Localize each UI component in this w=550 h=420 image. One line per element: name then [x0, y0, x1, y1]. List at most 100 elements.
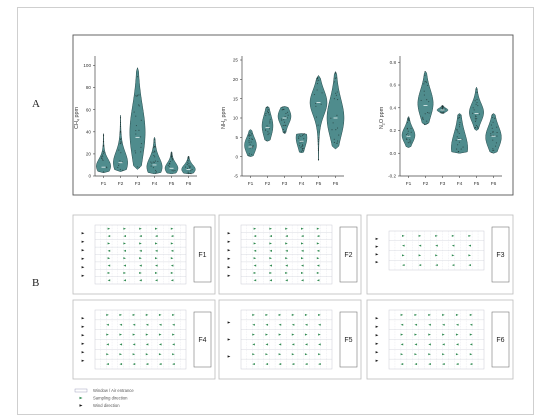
- sampling-arrow: [172, 323, 175, 326]
- sampling-arrow: [285, 249, 288, 252]
- violin-point: [472, 112, 474, 114]
- y-tick-label: -0.2: [388, 174, 396, 179]
- wind-arrow: [375, 359, 379, 362]
- violin-point: [100, 156, 103, 158]
- violin-point: [492, 139, 494, 141]
- farm-label-box: [339, 311, 358, 368]
- sampling-arrow: [119, 333, 123, 336]
- violin-point: [171, 159, 173, 161]
- violin-point: [409, 141, 411, 143]
- sampling-arrow: [428, 353, 431, 356]
- violin-f6: [485, 113, 502, 154]
- legend-label: Window / Air entrance: [93, 388, 134, 393]
- sampling-arrow: [123, 249, 126, 252]
- sampling-arrow: [265, 353, 269, 356]
- sampling-arrow: [468, 264, 471, 267]
- violin-point: [136, 94, 139, 96]
- x-tick-label: F2: [118, 181, 124, 187]
- wind-arrow: [81, 342, 85, 345]
- violin-point: [105, 166, 107, 168]
- violin-point: [405, 138, 407, 140]
- violin-point: [302, 147, 304, 150]
- violin-point: [267, 112, 269, 114]
- violin-point: [100, 157, 103, 159]
- sampling-arrow: [455, 313, 459, 316]
- sampling-arrow: [285, 235, 288, 238]
- legend-swatch-sampling: [79, 396, 83, 400]
- violin-point: [313, 93, 315, 96]
- x-tick-label: F3: [282, 181, 288, 187]
- violin-point: [269, 120, 271, 122]
- sampling-arrow: [318, 353, 321, 356]
- sampling-arrow: [155, 257, 158, 260]
- sampling-arrow: [285, 264, 288, 267]
- sampling-arrow: [304, 323, 308, 326]
- violin-point: [456, 136, 458, 138]
- legend-swatch-window: [74, 388, 88, 393]
- violin-point: [423, 123, 425, 126]
- violin-point: [154, 141, 156, 143]
- violin-point: [317, 148, 319, 150]
- sampling-arrow: [301, 257, 304, 260]
- sampling-arrow: [318, 363, 321, 366]
- sampling-arrow: [418, 264, 422, 267]
- farm-label: F5: [344, 337, 352, 344]
- violin-point: [150, 165, 152, 167]
- sampling-arrow: [414, 313, 418, 316]
- y-tick-label: 40: [86, 129, 92, 134]
- violin-point: [426, 122, 428, 124]
- violin-point: [476, 98, 478, 101]
- violin-point: [284, 132, 286, 134]
- sampling-arrow: [170, 271, 174, 274]
- wind-arrow: [375, 325, 379, 328]
- violin-point: [422, 117, 424, 119]
- violin-point: [102, 159, 104, 161]
- violin-point: [457, 131, 459, 133]
- sampling-arrow: [253, 235, 257, 238]
- x-tick-label: F6: [333, 181, 339, 187]
- farm-layouts: F1 F2 F3 F4 F5 F6: [72, 214, 514, 380]
- violin-point: [154, 156, 156, 158]
- wind-arrow: [375, 334, 379, 337]
- violin-point: [102, 133, 105, 135]
- sampling-arrow: [301, 271, 304, 274]
- sampling-arrow: [469, 353, 473, 356]
- violin-point: [251, 138, 254, 140]
- violin-point: [282, 125, 284, 127]
- violin-point: [168, 166, 170, 168]
- sampling-arrow: [252, 363, 255, 366]
- violin-chart-1: 0 20 40 60 80 100 CH4 ppm F1 F2 F3 F4 F5 F6: [74, 56, 197, 187]
- violin-point: [496, 135, 498, 137]
- violin-point: [472, 107, 474, 109]
- sampling-arrow: [172, 333, 175, 336]
- violin-point: [184, 166, 187, 168]
- violin-point: [190, 166, 192, 168]
- violin-point: [490, 135, 492, 137]
- y-axis-label: NH3 ppm: [221, 107, 227, 129]
- legend: Window / Air entrance Sampling direction W…: [74, 388, 134, 408]
- wind-arrow: [81, 266, 85, 269]
- violin-point: [248, 134, 250, 136]
- sampling-arrow: [402, 264, 405, 267]
- violin-point: [495, 145, 497, 147]
- sampling-arrow: [301, 235, 304, 238]
- violin-point: [138, 129, 140, 131]
- x-tick-label: F5: [169, 181, 175, 187]
- violin-point: [267, 134, 269, 136]
- violin-point: [320, 103, 322, 105]
- violin-point: [281, 118, 283, 120]
- panel-a-label: A: [32, 98, 40, 110]
- y-tick-label: 20: [233, 77, 239, 82]
- wind-arrow: [375, 253, 379, 256]
- violin-point: [443, 106, 445, 108]
- y-tick-label: 5: [235, 135, 238, 140]
- violin-point: [189, 165, 191, 167]
- sampling-arrow: [414, 323, 418, 326]
- violin-point: [492, 148, 494, 150]
- wind-arrow: [375, 245, 379, 248]
- wind-arrow: [81, 274, 85, 277]
- violin-point: [474, 100, 476, 102]
- violin-point: [283, 108, 285, 111]
- sampling-arrow: [269, 249, 272, 252]
- violin-point: [491, 127, 493, 129]
